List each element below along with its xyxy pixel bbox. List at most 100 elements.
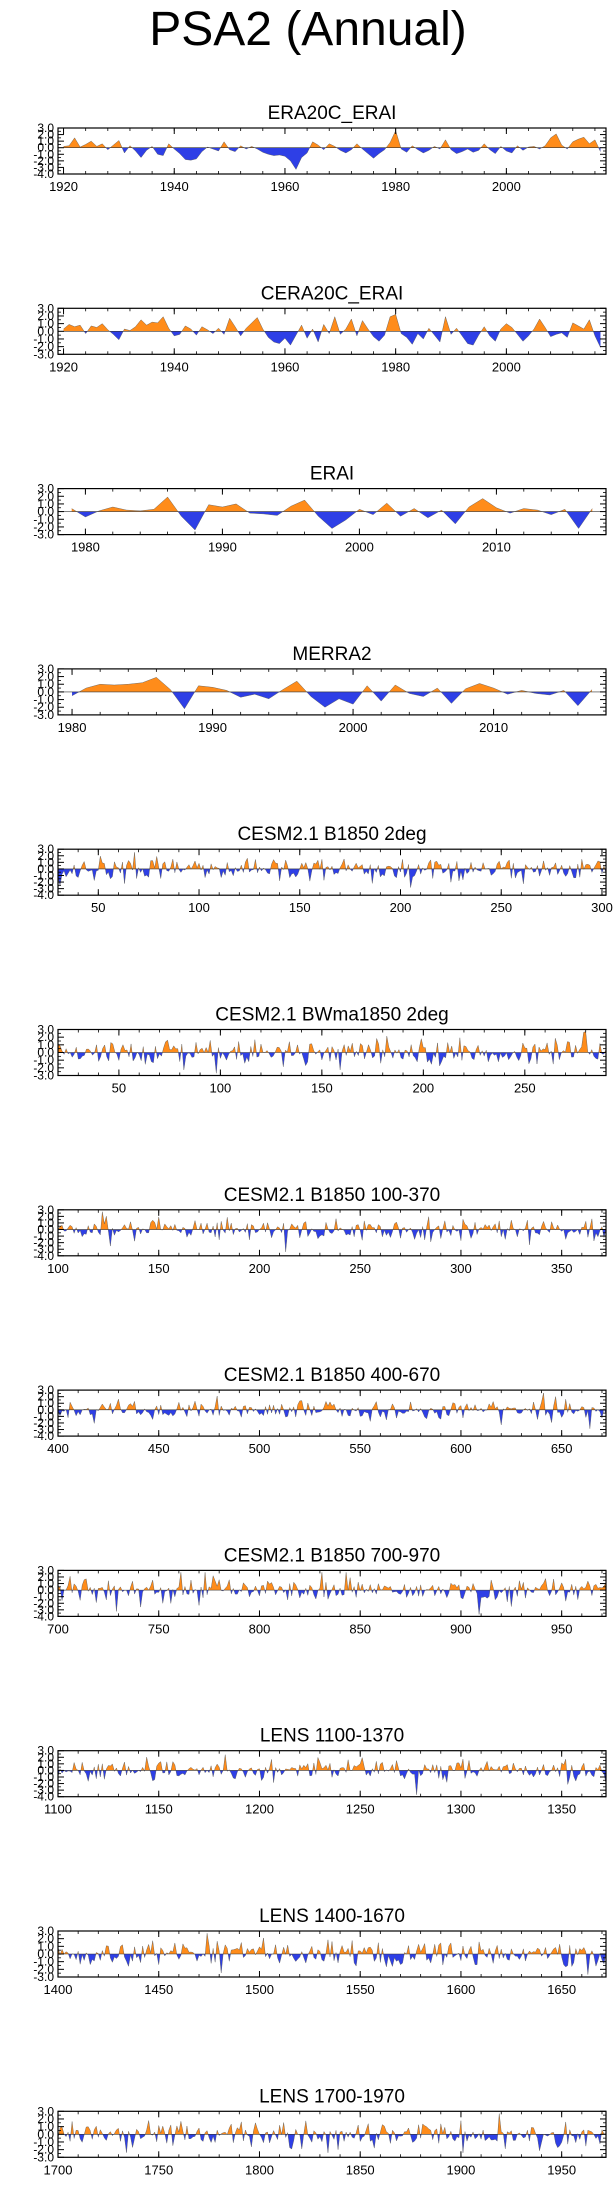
y-tick-label: -2.0: [33, 340, 54, 354]
negative-area: [58, 868, 606, 888]
y-tick-label: 3.0: [37, 1744, 54, 1758]
y-tick-label: -1.0: [33, 693, 54, 707]
y-tick-label: -2.0: [33, 700, 54, 714]
x-tick-label: 300: [450, 1261, 472, 1276]
x-tick-label: 50: [91, 900, 105, 915]
y-tick-label: 0.0: [37, 2127, 54, 2141]
x-tick-label: 1650: [547, 1982, 576, 1997]
x-tick-label: 250: [514, 1081, 536, 1096]
y-tick-label: -2.0: [33, 2143, 54, 2157]
positive-area: [71, 497, 593, 512]
y-tick-label: -3.0: [33, 1423, 54, 1437]
y-tick-label: 3.0: [37, 482, 54, 496]
x-tick-label: 2000: [492, 179, 521, 194]
y-tick-label: -1.0: [33, 1955, 54, 1969]
negative-area: [58, 1954, 606, 1975]
x-tick-label: 1100: [44, 1802, 72, 1817]
x-tick-label: 1750: [144, 2162, 173, 2177]
y-tick-label: 2.0: [37, 309, 54, 323]
x-tick-label: 1990: [208, 540, 237, 555]
x-tick-label: 1550: [346, 1982, 375, 1997]
chart-panel: LENS 1400-16703.02.01.00.0-1.0-2.0-3.014…: [33, 1906, 607, 1997]
x-tick-label: 1980: [58, 720, 87, 735]
x-tick-label: 2010: [479, 720, 508, 735]
x-tick-label: 2000: [339, 720, 368, 735]
y-tick-label: 2.0: [37, 1570, 54, 1584]
x-tick-label: 1250: [346, 1802, 375, 1817]
y-tick-label: -3.0: [33, 1242, 54, 1256]
x-tick-label: 400: [47, 1441, 69, 1456]
x-tick-label: 750: [148, 1621, 170, 1636]
y-tick-label: 1.0: [37, 1216, 54, 1230]
y-tick-label: 0.0: [37, 1583, 54, 1597]
y-tick-label: 3.0: [37, 1383, 54, 1397]
positive-area: [58, 2113, 606, 2135]
series-line: [57, 1754, 607, 1795]
chart-panel: ERA20C_ERAI3.02.01.00.0-1.0-2.0-3.0-4.01…: [33, 103, 607, 194]
chart-panel: ERAI 3.02.01.00.0-1.0-2.0-3.0 1980 1990 2000…: [33, 464, 607, 555]
y-tick-label: -2.0: [33, 1596, 54, 1610]
y-tick-label: 3.0: [37, 1563, 54, 1577]
chart-panel: CERA20C_ERAI 3.02.01.00.0-1.0-2.0-3.01920…: [33, 283, 607, 374]
y-tick-label: 2.0: [37, 489, 54, 503]
y-tick-label: 2.0: [37, 1390, 54, 1404]
chart-title: CESM2.1 BWma1850 2deg: [215, 1005, 448, 1026]
chart-title: CESM2.1 B1850 100-370: [224, 1185, 441, 1206]
page-title: PSA2 (Annual): [149, 3, 467, 56]
chart-title: CESM2.1 B1850 2deg: [237, 824, 426, 845]
chart-panel: LENS 1700-19703.02.01.00.0-1.0-2.0-3.017…: [33, 2086, 607, 2177]
x-tick-label: 1400: [44, 1982, 73, 1997]
y-tick-label: 3.0: [37, 662, 54, 676]
x-tick-label: 700: [47, 1621, 69, 1636]
y-tick-label: 1.0: [37, 1577, 54, 1591]
negative-area: [58, 1052, 606, 1074]
y-tick-label: -3.0: [33, 1970, 54, 1984]
y-tick-label: 1.0: [37, 677, 54, 691]
x-tick-label: 1920: [49, 179, 78, 194]
y-tick-label: 0.0: [37, 685, 54, 699]
y-tick-label: -2.0: [33, 1416, 54, 1430]
y-tick-label: -3.0: [33, 882, 54, 896]
x-tick-label: 850: [349, 1621, 371, 1636]
x-tick-label: 1850: [346, 2162, 375, 2177]
positive-area: [72, 677, 592, 692]
y-tick-label: -2.0: [33, 1061, 54, 1075]
y-tick-label: -1.0: [33, 2135, 54, 2149]
y-tick-label: 0.0: [37, 862, 54, 876]
x-tick-label: 1150: [145, 1802, 173, 1817]
y-tick-label: -1.0: [33, 1053, 54, 1067]
x-tick-label: 100: [210, 1081, 232, 1096]
x-tick-label: 1900: [446, 2162, 475, 2177]
chart-panel: CESM2.1 B1850 400-670 3.02.01.00.0-1.0-2.…: [33, 1365, 607, 1456]
positive-area: [58, 1933, 606, 1954]
positive-area: [63, 130, 601, 148]
y-tick-label: -4.0: [33, 1790, 54, 1804]
x-tick-label: 650: [551, 1441, 573, 1456]
y-tick-label: 1.0: [37, 497, 54, 511]
y-tick-label: 1.0: [37, 1396, 54, 1410]
positive-area: [63, 314, 601, 332]
y-tick-label: 0.0: [37, 1223, 54, 1237]
y-tick-label: -4.0: [33, 1609, 54, 1623]
chart-panel: CESM2.1 B1850 2deg 3.02.01.00.0-1.0-2.0-3…: [33, 824, 613, 915]
chart-title: ERA20C_ERAI: [268, 103, 397, 124]
negative-area: [63, 331, 601, 348]
x-tick-label: 900: [450, 1621, 472, 1636]
y-tick-label: 3.0: [37, 1023, 54, 1037]
y-tick-label: 2.0: [37, 2112, 54, 2126]
y-tick-label: -2.0: [33, 875, 54, 889]
x-tick-label: 550: [349, 1441, 371, 1456]
y-tick-label: -1.0: [33, 1409, 54, 1423]
x-tick-label: 100: [188, 900, 210, 915]
y-tick-label: 0.0: [37, 1763, 54, 1777]
y-tick-label: -4.0: [33, 167, 54, 181]
y-tick-label: 2.0: [37, 670, 54, 684]
positive-area: [58, 1754, 606, 1771]
series-line: [63, 314, 601, 348]
x-tick-label: 1500: [245, 1982, 274, 1997]
negative-area: [58, 1770, 606, 1795]
y-tick-label: 0.0: [37, 324, 54, 338]
y-tick-label: -3.0: [33, 160, 54, 174]
negative-area: [72, 691, 592, 709]
negative-area: [63, 147, 601, 170]
